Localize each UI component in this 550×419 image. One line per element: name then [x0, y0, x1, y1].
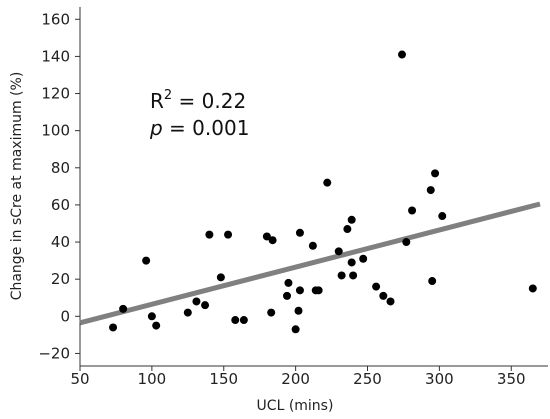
data-point: [308, 241, 317, 250]
data-point: [267, 308, 276, 317]
data-point: [294, 306, 303, 315]
data-point: [426, 186, 435, 195]
x-tick-label: 50: [70, 370, 89, 388]
data-point: [268, 236, 277, 245]
data-point: [109, 323, 118, 332]
data-point: [201, 301, 210, 310]
data-point: [295, 228, 304, 237]
y-tick-label: 20: [51, 270, 70, 288]
data-point: [216, 273, 225, 282]
data-point: [408, 206, 417, 215]
data-point: [283, 291, 291, 300]
data-point: [402, 238, 411, 247]
y-tick-label: 140: [41, 47, 70, 65]
x-tick-label: 200: [281, 370, 310, 388]
y-tick-label: 160: [41, 10, 70, 28]
data-point: [262, 232, 271, 241]
data-point: [386, 297, 395, 306]
y-tick-label: 40: [51, 233, 70, 251]
data-point: [192, 297, 201, 306]
r-squared-annotation: R2 = 0.22: [150, 88, 246, 113]
data-point: [337, 271, 346, 280]
data-point: [239, 316, 248, 325]
data-point: [142, 256, 151, 265]
y-tick-label: 0: [60, 307, 70, 325]
data-point: [231, 316, 240, 325]
data-point: [398, 50, 406, 59]
data-point: [379, 291, 388, 300]
data-point: [347, 215, 356, 224]
x-axis-title: UCL (mins): [257, 398, 334, 414]
data-point: [343, 225, 352, 234]
x-tick-label: 350: [497, 370, 526, 388]
data-point: [205, 230, 214, 239]
data-point: [428, 277, 437, 286]
x-tick-label: 100: [138, 370, 167, 388]
y-tick-label: 120: [41, 85, 70, 103]
y-axis-title: Change in sCre at maximum (%): [9, 72, 25, 301]
data-point: [119, 304, 128, 313]
p-value-annotation: p = 0.001: [149, 116, 249, 140]
x-tick-label: 300: [425, 370, 454, 388]
data-point: [284, 278, 293, 287]
x-axis-ticks: 50 100 150 200 250 300 350: [70, 366, 526, 388]
x-tick-label: 250: [353, 370, 382, 388]
y-tick-label: 80: [51, 159, 70, 177]
data-points: [109, 50, 537, 334]
data-point: [224, 230, 233, 239]
data-point: [334, 247, 343, 256]
data-point: [152, 321, 161, 330]
data-point: [183, 308, 192, 317]
data-point: [323, 178, 332, 187]
data-point: [147, 312, 156, 321]
y-tick-label: 100: [41, 122, 70, 140]
data-point: [438, 212, 447, 221]
data-point: [347, 258, 356, 267]
regression-line: [79, 201, 541, 326]
data-point: [295, 286, 304, 295]
y-tick-label: 60: [51, 196, 70, 214]
data-point: [372, 282, 381, 291]
data-point: [349, 271, 358, 280]
data-point: [431, 169, 440, 178]
y-axis-ticks: −20 0 20 40 60 80 100 120 140 160: [38, 10, 80, 362]
data-point: [359, 254, 368, 263]
y-tick-label: −20: [38, 344, 70, 362]
data-point: [291, 325, 300, 334]
x-tick-label: 150: [209, 370, 238, 388]
data-point: [528, 284, 537, 293]
data-point: [314, 286, 323, 295]
